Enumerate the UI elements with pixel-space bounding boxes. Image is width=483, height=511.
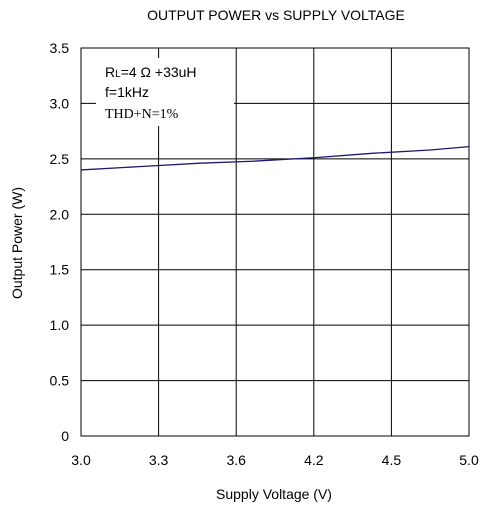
y-tick-label: 3.5 — [50, 40, 70, 56]
condition-load: RL=4 Ω +33uH — [105, 64, 197, 80]
y-axis-label: Output Power (W) — [9, 187, 25, 299]
y-tick-label: 2.5 — [50, 151, 70, 167]
x-tick-label: 3.0 — [71, 452, 91, 468]
x-tick-label: 4.2 — [304, 452, 324, 468]
y-tick-labels: 0 0.5 1.0 1.5 2.0 2.5 3.0 3.5 — [50, 40, 70, 444]
y-tick-label: 1.0 — [50, 317, 70, 333]
condition-thd: THD+N=1% — [105, 107, 179, 122]
y-tick-label: 1.5 — [50, 262, 70, 278]
condition-note: RL=4 Ω +33uH f=1kHz THD+N=1% — [96, 58, 234, 126]
y-tick-label: 3.0 — [50, 95, 70, 111]
condition-frequency: f=1kHz — [105, 84, 149, 100]
x-tick-label: 3.3 — [149, 452, 169, 468]
x-tick-label: 5.0 — [459, 452, 479, 468]
x-tick-label: 4.5 — [382, 452, 402, 468]
x-tick-labels: 3.0 3.3 3.6 4.2 4.5 5.0 — [71, 452, 479, 468]
y-tick-label: 2.0 — [50, 206, 70, 222]
y-tick-label: 0.5 — [50, 373, 70, 389]
grid — [81, 48, 469, 436]
x-axis-label: Supply Voltage (V) — [216, 486, 332, 502]
condition-note-box — [96, 58, 234, 126]
chart-title: OUTPUT POWER vs SUPPLY VOLTAGE — [147, 7, 405, 23]
y-tick-label: 0 — [61, 428, 69, 444]
series-line — [80, 146, 470, 171]
plot-frame — [80, 47, 470, 437]
x-tick-label: 3.6 — [226, 452, 246, 468]
